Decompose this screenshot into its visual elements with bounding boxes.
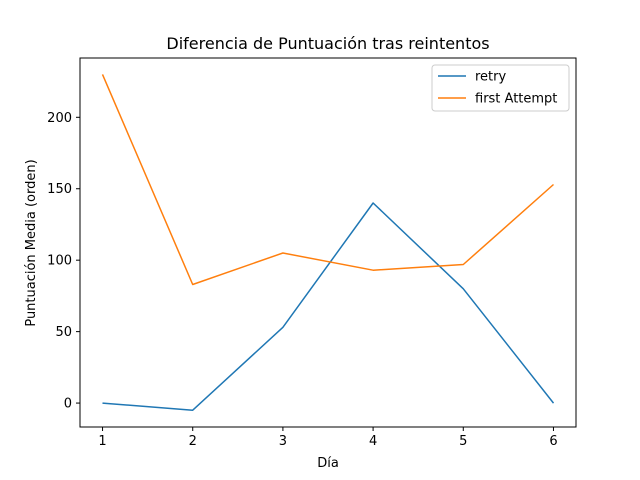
- x-tick-label: 4: [369, 434, 377, 449]
- x-tick-label: 5: [459, 434, 467, 449]
- series-line-1: [101, 74, 554, 286]
- y-tick-label: 100: [47, 254, 72, 269]
- x-axis: 1 2 3 4 5 6: [98, 427, 558, 449]
- plot-area: [79, 57, 577, 428]
- series-line-0: [102, 202, 555, 411]
- y-axis: 0 50 100 150 200: [47, 111, 80, 412]
- x-tick-label: 6: [549, 434, 557, 449]
- legend-box: [431, 64, 570, 112]
- legend-label: first Attempt: [475, 92, 557, 107]
- y-tick-label: 200: [47, 111, 72, 126]
- legend-label: retry: [475, 70, 506, 85]
- y-tick-label: 150: [47, 182, 72, 197]
- y-tick-label: 50: [55, 325, 72, 340]
- y-tick-label: 0: [64, 397, 72, 412]
- x-tick-label: 2: [189, 434, 197, 449]
- x-tick-label: 1: [98, 434, 106, 449]
- y-axis-label: Puntuación Media (orden): [24, 159, 39, 326]
- chart-title: Diferencia de Puntuación tras reintentos: [166, 34, 489, 53]
- x-tick-label: 3: [279, 434, 287, 449]
- legend: retry first Attempt: [431, 64, 570, 112]
- x-axis-label: Día: [317, 456, 339, 471]
- plot-frame: [79, 57, 577, 428]
